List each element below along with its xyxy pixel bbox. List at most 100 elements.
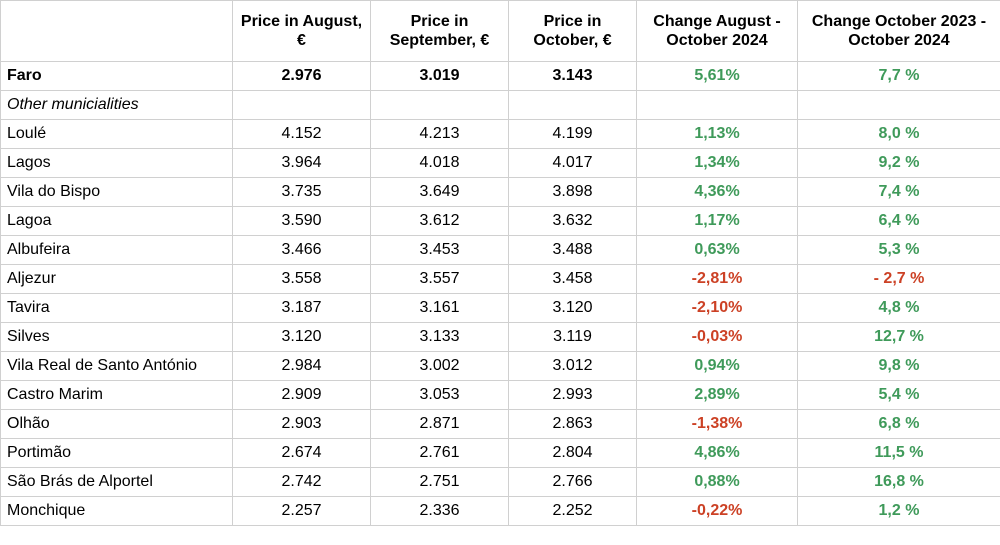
change-cell: 1,17% [636,206,798,236]
price-cell: 3.898 [508,177,637,207]
price-cell: 3.002 [370,351,509,381]
change-cell: - 2,7 % [797,264,1000,294]
price-cell: 3.120 [508,293,637,323]
row-label: Other municialities [0,90,233,120]
change-cell: 5,61% [636,61,798,91]
price-cell: 3.187 [232,293,371,323]
change-cell: -2,10% [636,293,798,323]
empty-cell [797,90,1000,120]
change-cell: 11,5 % [797,438,1000,468]
table-row: Loulé 4.152 4.213 4.199 1,13% 8,0 % [0,119,1000,149]
column-header: Price in September, € [370,0,509,62]
table-row: Lagoa 3.590 3.612 3.632 1,17% 6,4 % [0,206,1000,236]
price-table: Price in August, € Price in September, € P… [0,0,1000,526]
change-cell: 1,2 % [797,496,1000,526]
change-cell: -0,03% [636,322,798,352]
table-row: São Brás de Alportel 2.742 2.751 2.766 0,88%… [0,467,1000,497]
table-row: Vila Real de Santo António 2.984 3.002 3.01… [0,351,1000,381]
table-row: Vila do Bispo 3.735 3.649 3.898 4,36% 7,4 % [0,177,1000,207]
price-cell: 2.257 [232,496,371,526]
table-row: Faro 2.976 3.019 3.143 5,61% 7,7 % [0,61,1000,91]
change-cell: 7,4 % [797,177,1000,207]
row-label: Albufeira [0,235,233,265]
price-cell: 2.761 [370,438,509,468]
empty-cell [636,90,798,120]
change-cell: 5,4 % [797,380,1000,410]
price-cell: 3.466 [232,235,371,265]
table-row: Tavira 3.187 3.161 3.120 -2,10% 4,8 % [0,293,1000,323]
table-row: Albufeira 3.466 3.453 3.488 0,63% 5,3 % [0,235,1000,265]
row-label: Vila Real de Santo António [0,351,233,381]
change-cell: 8,0 % [797,119,1000,149]
price-cell: 2.804 [508,438,637,468]
change-cell: 6,8 % [797,409,1000,439]
change-cell: 9,8 % [797,351,1000,381]
row-label: Lagos [0,148,233,178]
column-header: Change August - October 2024 [636,0,798,62]
price-cell: 2.751 [370,467,509,497]
price-cell: 2.909 [232,380,371,410]
change-cell: 0,63% [636,235,798,265]
change-cell: 9,2 % [797,148,1000,178]
price-cell: 3.133 [370,322,509,352]
price-cell: 2.993 [508,380,637,410]
change-cell: 1,13% [636,119,798,149]
change-cell: 5,3 % [797,235,1000,265]
table-row: Portimão 2.674 2.761 2.804 4,86% 11,5 % [0,438,1000,468]
row-label: Castro Marim [0,380,233,410]
price-cell: 2.871 [370,409,509,439]
row-label: Lagoa [0,206,233,236]
change-cell: 6,4 % [797,206,1000,236]
price-cell: 3.019 [370,61,509,91]
column-header: Price in August, € [232,0,371,62]
row-label: Monchique [0,496,233,526]
table-row: Castro Marim 2.909 3.053 2.993 2,89% 5,4 % [0,380,1000,410]
price-cell: 2.252 [508,496,637,526]
empty-cell [232,90,371,120]
change-cell: 12,7 % [797,322,1000,352]
price-cell: 3.120 [232,322,371,352]
change-cell: 0,88% [636,467,798,497]
price-cell: 3.557 [370,264,509,294]
row-label: Faro [0,61,233,91]
change-cell: -1,38% [636,409,798,439]
price-cell: 2.984 [232,351,371,381]
price-cell: 2.674 [232,438,371,468]
price-cell: 3.612 [370,206,509,236]
row-label: Aljezur [0,264,233,294]
change-cell: 7,7 % [797,61,1000,91]
row-label: Olhão [0,409,233,439]
row-label: Portimão [0,438,233,468]
empty-cell [508,90,637,120]
price-cell: 3.964 [232,148,371,178]
price-cell: 3.012 [508,351,637,381]
change-cell: -2,81% [636,264,798,294]
price-cell: 4.018 [370,148,509,178]
price-cell: 4.152 [232,119,371,149]
price-cell: 4.199 [508,119,637,149]
price-cell: 2.336 [370,496,509,526]
column-header: Price in October, € [508,0,637,62]
price-cell: 2.976 [232,61,371,91]
table-row: Monchique 2.257 2.336 2.252 -0,22% 1,2 % [0,496,1000,526]
price-cell: 4.017 [508,148,637,178]
table-row: Olhão 2.903 2.871 2.863 -1,38% 6,8 % [0,409,1000,439]
change-cell: -0,22% [636,496,798,526]
price-cell: 3.453 [370,235,509,265]
price-cell: 3.119 [508,322,637,352]
price-cell: 3.143 [508,61,637,91]
change-cell: 4,86% [636,438,798,468]
price-cell: 2.742 [232,467,371,497]
corner-cell [0,0,233,62]
price-cell: 3.053 [370,380,509,410]
row-label: Vila do Bispo [0,177,233,207]
change-cell: 16,8 % [797,467,1000,497]
table-row: Silves 3.120 3.133 3.119 -0,03% 12,7 % [0,322,1000,352]
row-label: São Brás de Alportel [0,467,233,497]
price-cell: 3.161 [370,293,509,323]
change-cell: 1,34% [636,148,798,178]
table-row: Aljezur 3.558 3.557 3.458 -2,81% - 2,7 % [0,264,1000,294]
price-cell: 3.558 [232,264,371,294]
empty-cell [370,90,509,120]
